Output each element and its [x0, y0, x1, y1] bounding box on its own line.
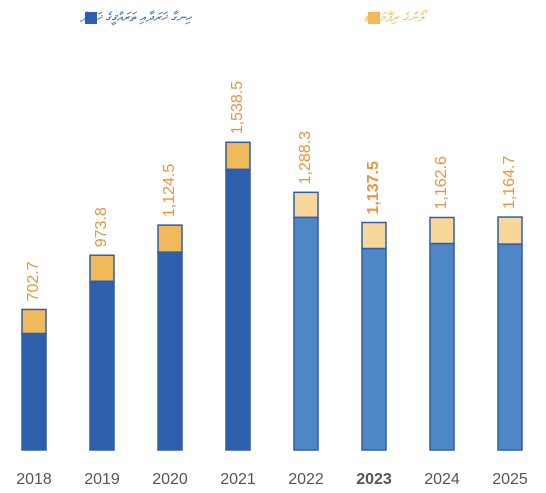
bar-segment — [293, 216, 319, 451]
legend-swatch — [368, 12, 380, 24]
x-tick-label: 2024 — [424, 471, 460, 488]
bar-segment — [361, 247, 387, 451]
x-tick-label: 2019 — [84, 471, 120, 488]
bar-segment — [157, 224, 183, 253]
x-tick-label: 2025 — [492, 471, 528, 488]
bar-segment — [429, 216, 455, 245]
bar-segment — [157, 251, 183, 451]
bar-segment — [497, 216, 523, 245]
legend-swatch — [85, 12, 97, 24]
value-label: 1,164.7 — [501, 156, 518, 209]
bar-segment — [293, 191, 319, 219]
bar-segment — [225, 141, 251, 171]
legend-label: ލޯނުގެ ރިޕޭމަންޓް — [364, 10, 427, 26]
bar-segment — [429, 242, 455, 451]
x-tick-label: 2018 — [16, 471, 52, 488]
legend-label: ހިނގާ ޚަރަދާއި ތަރައްޤީގެ ޚަރަދު — [79, 10, 193, 26]
x-tick-label: 2021 — [220, 471, 256, 488]
value-label: 702.7 — [25, 261, 42, 301]
bar-segment — [89, 280, 115, 451]
value-label: 1,288.3 — [297, 131, 314, 184]
value-label: 1,162.6 — [433, 156, 450, 209]
x-tick-label: 2023 — [356, 471, 392, 488]
x-tick-label: 2020 — [152, 471, 188, 488]
x-tick-label: 2022 — [288, 471, 324, 488]
bar-segment — [497, 243, 523, 451]
value-label: 973.8 — [93, 207, 110, 247]
bar-segment — [21, 332, 47, 451]
bar-segment — [21, 308, 47, 335]
bar-segment — [361, 221, 387, 250]
bar-segment — [225, 168, 251, 451]
value-label: 1,124.5 — [161, 164, 178, 217]
value-label: 1,137.5 — [365, 161, 382, 214]
bar-segment — [89, 254, 115, 282]
value-label: 1,538.5 — [229, 81, 246, 134]
